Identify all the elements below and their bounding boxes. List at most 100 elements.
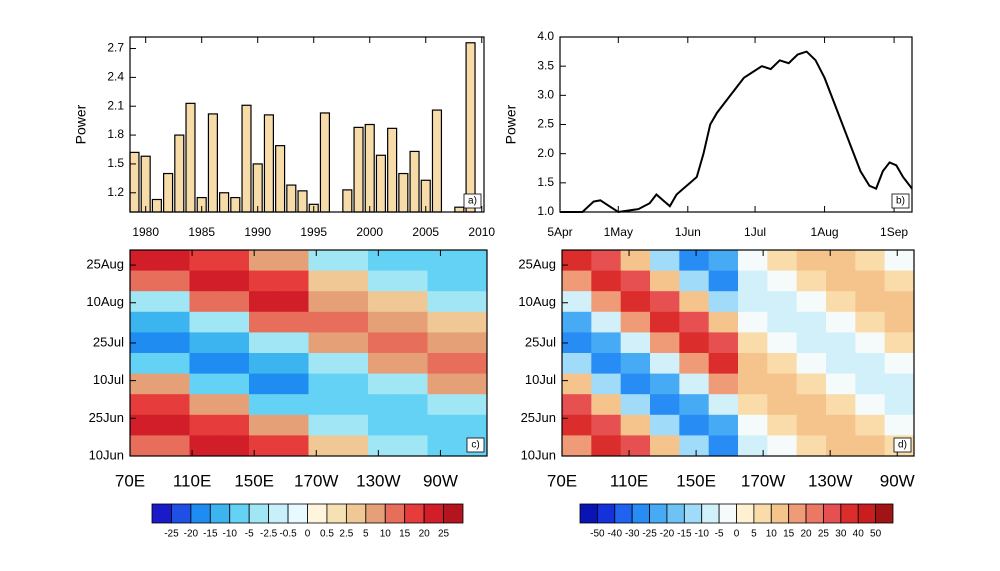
heat-cell [796,270,827,292]
heat-cell [708,250,739,272]
colorbar-label: -15 [203,529,218,540]
colorbar-label: -20 [184,529,199,540]
bar [454,206,465,213]
heat-cell [884,250,915,272]
heat-cell [308,353,339,375]
heat-cell [855,250,886,272]
heat-cell [249,332,280,354]
heat-cell [189,270,220,292]
heat-cell [796,435,827,457]
colorbar-label: 0.5 [320,529,334,540]
heat-cell [397,414,428,436]
heat-cell [620,311,651,333]
colorbar-label: 50 [870,529,882,540]
heat-cell [457,291,488,313]
y-tick-label: 10Jun [521,447,556,462]
colorbar-box [190,503,211,524]
heat-cell [249,291,280,313]
colorbar-box [596,503,616,524]
panel-label-box [893,437,912,453]
colorbar-box [666,503,685,524]
plot-frame [559,36,913,213]
heat-cell [591,250,622,272]
heat-cell [397,311,428,333]
y-tick-label: 3.5 [537,58,554,72]
heat-cell [708,414,739,436]
heat-cell [278,373,309,395]
heat-cell [308,435,339,457]
colorbar-label: -10 [694,529,709,540]
heat-cell [796,414,827,436]
bar [353,126,364,213]
heat-cell [796,291,827,313]
colorbar-label: 25 [818,529,830,540]
colorbar-box [248,503,270,524]
heat-cell [591,435,622,457]
heat-cell [679,291,710,313]
heat-cell [368,311,399,333]
heat-cell [738,414,768,436]
heat-cell [397,291,428,313]
colorbar-label: 25 [438,529,450,540]
heat-cell [591,291,622,313]
heat-cell [796,353,827,375]
heat-cell [679,435,710,457]
bar [185,102,196,213]
bar [364,123,375,213]
bar [431,109,443,213]
heat-cell [427,414,458,436]
heat-cell [427,250,458,272]
y-tick-label: 10Jul [93,372,124,387]
heat-cell [796,373,827,395]
colorbar-label: -0.5 [279,529,297,540]
heat-cell [562,332,592,354]
colorbar-label: 10 [766,529,778,540]
colorbar-label: 0 [305,529,311,540]
colorbar-label: 5 [751,529,757,540]
heat-cell [427,270,458,292]
bar [241,104,252,213]
colorbar-box [268,503,289,524]
x-tick-label: 130W [356,471,400,490]
heat-cell [189,414,220,436]
heat-cell [427,394,458,416]
heat-cell [249,250,280,272]
heat-cell [591,270,622,292]
bar [297,190,308,213]
x-tick-label: 2005 [412,225,439,239]
heat-cell [457,270,488,292]
bar [263,114,274,213]
heat-cell [219,394,250,416]
heat-cell [738,435,768,457]
heat-cell [796,311,827,333]
heat-cell [679,373,710,395]
heat-cell [855,270,886,292]
heat-cell [708,435,739,457]
x-tick-label: 1995 [300,225,327,239]
heat-cell [278,311,309,333]
colorbar-box [229,503,250,524]
heat-cell [738,270,768,292]
heat-cell [427,435,458,457]
heat-cell [130,435,161,457]
y-tick-label: 1.2 [107,185,124,199]
heat-cell [620,414,651,436]
heat-cell [397,435,428,457]
y-tick-label: 25Jun [521,410,556,425]
colorbar-label: -20 [660,529,675,540]
heat-cell [826,311,856,333]
heat-cell [826,291,856,313]
x-tick-label: 2000 [356,225,383,239]
heat-cell [767,270,798,292]
colorbar-box [443,503,464,524]
colorbar-box [736,503,755,524]
heat-cell [189,311,220,333]
bar [129,151,140,213]
colorbar-label: -25 [164,529,179,540]
heat-cell [457,332,488,354]
heat-cell [397,373,428,395]
colorbar-box [823,503,842,524]
colorbar-label: 5 [363,529,369,540]
heat-cell [826,394,856,416]
heat-cell [679,394,710,416]
